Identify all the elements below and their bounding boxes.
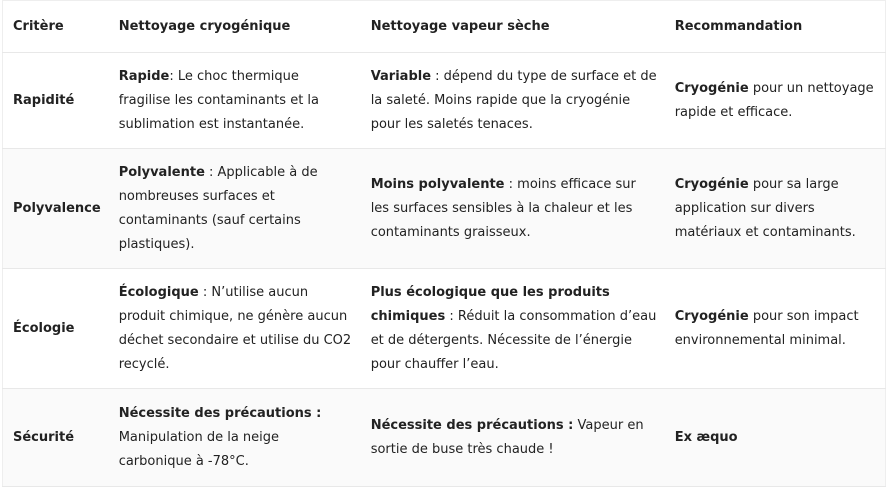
steam-cell: Nécessite des précautions : Vapeur en so… <box>360 388 665 487</box>
cryogenic-cell: Rapide: Le choc thermique fragilise les … <box>108 52 361 149</box>
cell-text: : Applicable à de nombreuses surfaces et… <box>118 164 318 252</box>
cell-text: : Réduit la consommation d’eau et de dét… <box>370 308 657 372</box>
header-steam: Nettoyage vapeur sèche <box>360 0 665 53</box>
recommendation-cell: Ex æquo <box>664 388 886 487</box>
criterion-cell: Rapidité <box>2 52 109 149</box>
header-cryogenic: Nettoyage cryogénique <box>108 0 361 53</box>
steam-cell: Plus écologique que les produits chimiqu… <box>360 268 665 389</box>
steam-cell: Moins polyvalente : moins efficace sur l… <box>360 148 665 269</box>
cell-emphasis: Écologique <box>118 284 199 300</box>
cell-text: Vapeur en sortie de buse très chaude ! <box>370 417 644 457</box>
cryogenic-cell: Nécessite des précautions : Manipulation… <box>108 388 361 487</box>
steam-cell: Variable : dépend du type de surface et … <box>360 52 665 149</box>
recommendation-cell: Cryogénie pour un nettoyage rapide et ef… <box>664 52 886 149</box>
cryogenic-cell: Polyvalente : Applicable à de nombreuses… <box>108 148 361 269</box>
criterion-cell: Écologie <box>2 268 109 389</box>
header-criterion: Critère <box>2 0 109 53</box>
cell-text: pour sa large application sur divers mat… <box>674 176 856 240</box>
cell-text: : N’utilise aucun produit chimique, ne g… <box>118 284 352 372</box>
cell-emphasis: Nécessite des précautions : <box>118 405 322 421</box>
table-row: Sécurité Nécessite des précautions : Mani… <box>2 388 886 487</box>
cell-text: : dépend du type de surface et de la sal… <box>370 68 657 132</box>
cell-emphasis: Nécessite des précautions : <box>370 417 574 433</box>
cell-emphasis: Ex æquo <box>674 429 738 445</box>
criterion-cell: Sécurité <box>2 388 109 487</box>
header-recommendation: Recommandation <box>664 0 886 53</box>
recommendation-cell: Cryogénie pour son impact environnementa… <box>664 268 886 389</box>
cell-emphasis: Variable <box>370 68 432 84</box>
cell-text: pour un nettoyage rapide et efficace. <box>674 80 874 120</box>
table-row: Polyvalence Polyvalente : Applicable à de… <box>2 148 886 269</box>
cell-emphasis: Polyvalente <box>118 164 205 180</box>
cell-text: : moins efficace sur les surfaces sensib… <box>370 176 636 240</box>
cell-emphasis: Rapide <box>118 68 170 84</box>
table-row: Rapidité Rapide: Le choc thermique fragil… <box>2 52 886 149</box>
cell-text: : Le choc thermique fragilise les contam… <box>118 68 320 132</box>
header-row: Critère Nettoyage cryogénique Nettoyage … <box>2 0 886 53</box>
cryogenic-cell: Écologique : N’utilise aucun produit chi… <box>108 268 361 389</box>
cell-emphasis: Plus écologique que les produits chimiqu… <box>370 284 610 324</box>
cell-emphasis: Cryogénie <box>674 176 749 192</box>
criterion-cell: Polyvalence <box>2 148 109 269</box>
cell-emphasis: Moins polyvalente <box>370 176 505 192</box>
cell-emphasis: Cryogénie <box>674 308 749 324</box>
table-row: Écologie Écologique : N’utilise aucun pro… <box>2 268 886 389</box>
cell-text: pour son impact environnemental minimal. <box>674 308 859 348</box>
recommendation-cell: Cryogénie pour sa large application sur … <box>664 148 886 269</box>
cell-text: Manipulation de la neige carbonique à -7… <box>118 429 280 469</box>
cell-emphasis: Cryogénie <box>674 80 749 96</box>
